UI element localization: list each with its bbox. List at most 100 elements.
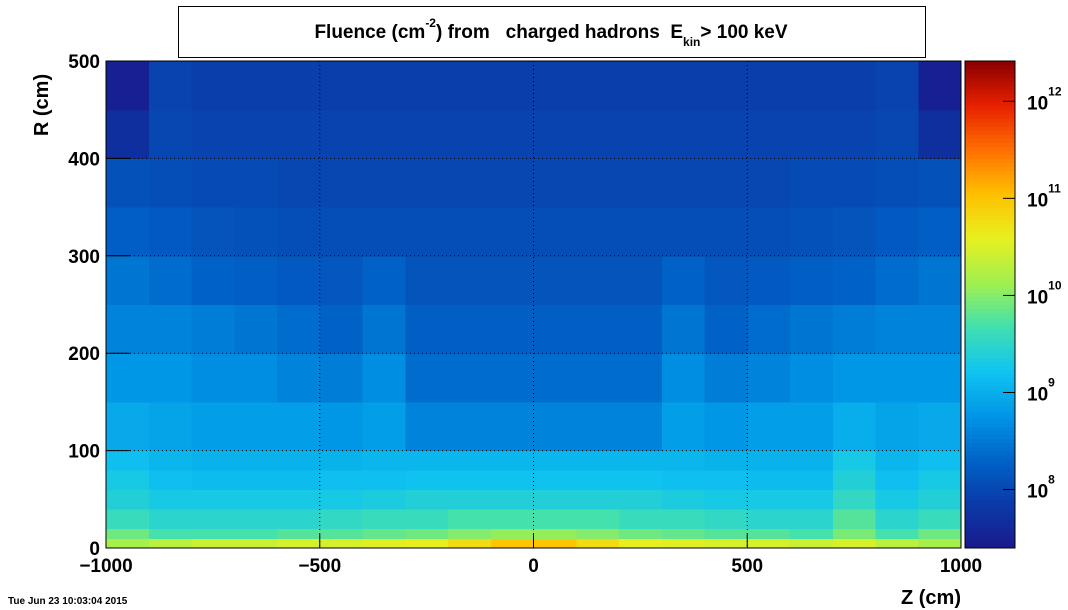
y-axis-label: R (cm) (31, 74, 53, 136)
heatmap-cell (106, 207, 150, 257)
heatmap-cell (405, 158, 449, 208)
heatmap-cell (191, 61, 235, 111)
colorbar-step (965, 385, 1015, 391)
heatmap-cell (490, 538, 535, 549)
colorbar-step (965, 73, 1015, 78)
heatmap-cell (191, 304, 235, 354)
heatmap-cell (661, 509, 706, 530)
heatmap-cell (875, 450, 919, 471)
heatmap-cell (362, 528, 406, 539)
colorbar-step (965, 345, 1015, 350)
colorbar-frame (964, 60, 1016, 549)
heatmap-cell (918, 255, 962, 306)
heatmap-cell (832, 528, 877, 539)
heatmap-cell (918, 528, 962, 539)
colorbar-tick-label: 1012 (1027, 84, 1062, 114)
title-part: ) from charged hadrons E (436, 22, 683, 43)
x-tick-label: 500 (731, 556, 763, 577)
heatmap-cell (277, 207, 321, 257)
heatmap-cell (362, 304, 406, 354)
heatmap-cell (918, 304, 962, 354)
colorbar-step (965, 223, 1015, 228)
heatmap-cell (277, 509, 321, 530)
colorbar-step (965, 527, 1015, 533)
colorbar-step (965, 495, 1015, 500)
heatmap-cell (790, 304, 834, 354)
colorbar-tick-label: 109 (1027, 375, 1055, 405)
heatmap-cell (533, 509, 577, 530)
colorbar-step (965, 397, 1015, 403)
heatmap-cell (490, 61, 535, 111)
heatmap-cell (661, 353, 706, 403)
heatmap-cell (619, 61, 663, 111)
heatmap-cell (661, 470, 706, 491)
colorbar-step (965, 466, 1015, 472)
heatmap-cell (148, 207, 193, 257)
heatmap-cell (576, 401, 620, 452)
colorbar-step (965, 105, 1015, 111)
heatmap-cell (362, 61, 406, 111)
colorbar-step (965, 284, 1015, 289)
colorbar-step (965, 349, 1015, 354)
colorbar-tick-exponent: 11 (1048, 181, 1061, 195)
colorbar-step (965, 543, 1015, 549)
heatmap-cell (918, 538, 962, 549)
heatmap-cell (576, 528, 620, 539)
colorbar-step (965, 292, 1015, 297)
heatmap-cell (704, 61, 748, 111)
heatmap-cell (533, 489, 577, 510)
heatmap-cell (148, 528, 193, 539)
heatmap-cell (106, 353, 150, 403)
colorbar-step (965, 267, 1015, 273)
heatmap-cell (490, 470, 535, 491)
heatmap-cell (148, 158, 193, 208)
heatmap-cell (619, 353, 663, 403)
heatmap-cell (576, 158, 620, 208)
colorbar-step (965, 410, 1015, 415)
heatmap-cell (319, 353, 364, 403)
heatmap-cell (448, 538, 492, 549)
heatmap-cell (747, 509, 791, 530)
heatmap-cell (448, 489, 492, 510)
colorbar-step (965, 276, 1015, 281)
heatmap-cell (234, 509, 278, 530)
heatmap-cell (704, 470, 748, 491)
heatmap-cell (319, 450, 364, 471)
heatmap-cell (234, 401, 278, 452)
heatmap-cell (918, 509, 962, 530)
colorbar-step (965, 93, 1015, 99)
colorbar-step (965, 85, 1015, 91)
colorbar-tick-exponent: 12 (1048, 84, 1062, 98)
y-tick-label: 200 (68, 344, 100, 365)
colorbar-step (965, 69, 1015, 74)
colorbar-step (965, 89, 1015, 95)
heatmap-cell (277, 401, 321, 452)
heatmap-cell (576, 538, 620, 549)
heatmap-cell (448, 255, 492, 306)
heatmap-cell (405, 207, 449, 257)
y-tick-label: 500 (68, 52, 100, 73)
colorbar-step (965, 239, 1015, 245)
heatmap-cell (277, 450, 321, 471)
colorbar-step (965, 422, 1015, 427)
heatmap-cell (790, 158, 834, 208)
colorbar-step (965, 146, 1015, 151)
heatmap-cell (277, 61, 321, 111)
colorbar-tick-exponent: 10 (1048, 278, 1062, 292)
colorbar-step (965, 251, 1015, 257)
heatmap-cell (191, 353, 235, 403)
heatmap-cell (918, 207, 962, 257)
colorbar-step (965, 483, 1015, 488)
colorbar-step (965, 97, 1015, 103)
colorbar-step (965, 109, 1015, 115)
colorbar-step (965, 324, 1015, 330)
heatmap-cell (619, 304, 663, 354)
colorbar-step (965, 405, 1015, 411)
heatmap-cell (704, 528, 748, 539)
heatmap-cell (704, 207, 748, 257)
heatmap-cell (533, 470, 577, 491)
colorbar-tick-base: 10 (1027, 482, 1048, 503)
colorbar-tick-base: 10 (1027, 93, 1048, 114)
heatmap-cell (918, 470, 962, 491)
colorbar-step (965, 361, 1015, 366)
